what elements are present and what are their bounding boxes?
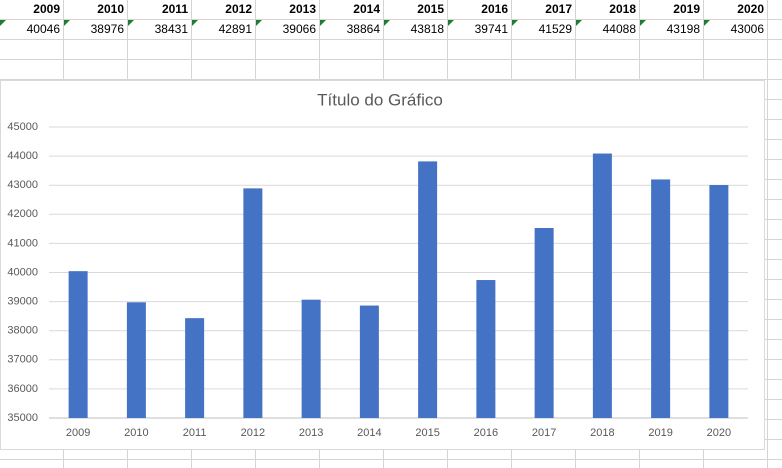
y-tick-label: 38000 (7, 325, 38, 337)
bar (651, 179, 671, 418)
error-indicator (512, 20, 518, 26)
error-indicator (704, 20, 710, 26)
value-cell: 38976 (91, 22, 125, 36)
error-indicator (448, 20, 454, 26)
header-cell: 2017 (545, 2, 572, 16)
bar (185, 318, 205, 418)
x-tick-label: 2020 (707, 427, 731, 439)
error-indicator (576, 20, 582, 26)
chart-area (0, 80, 765, 450)
value-cell: 43198 (667, 22, 701, 36)
x-tick-label: 2009 (66, 427, 90, 439)
error-indicator (640, 20, 646, 26)
error-indicator (64, 20, 70, 26)
value-cell: 38864 (347, 22, 381, 36)
error-indicator (192, 20, 198, 26)
bar (418, 161, 438, 419)
header-cell: 2010 (97, 2, 124, 16)
error-indicator (320, 20, 326, 26)
y-tick-label: 42000 (7, 208, 38, 220)
bar (359, 305, 379, 418)
value-cell: 38431 (155, 22, 189, 36)
x-tick-label: 2018 (590, 427, 614, 439)
error-indicator (384, 20, 390, 26)
header-cell: 2020 (737, 2, 764, 16)
x-tick-label: 2013 (299, 427, 323, 439)
bar (534, 228, 554, 418)
y-tick-label: 37000 (7, 354, 38, 366)
x-tick-label: 2012 (241, 427, 265, 439)
value-cell: 39066 (283, 22, 317, 36)
x-tick-label: 2019 (648, 427, 672, 439)
header-cell: 2012 (225, 2, 252, 16)
header-cell: 2016 (481, 2, 508, 16)
value-cell: 39741 (475, 22, 509, 36)
header-cell: 2013 (289, 2, 316, 16)
value-cell: 40046 (27, 22, 61, 36)
bar (126, 302, 146, 418)
value-cell: 44088 (603, 22, 637, 36)
bar (68, 271, 88, 418)
header-cell: 2019 (673, 2, 700, 16)
bar (243, 188, 263, 418)
y-tick-label: 39000 (7, 296, 38, 308)
bar (301, 299, 321, 418)
x-tick-label: 2014 (357, 427, 381, 439)
x-tick-label: 2011 (183, 427, 207, 439)
y-tick-label: 36000 (7, 383, 38, 395)
y-tick-label: 35000 (7, 412, 38, 424)
bar (592, 153, 612, 419)
y-tick-label: 40000 (7, 266, 38, 278)
error-indicator (256, 20, 262, 26)
header-cell: 2011 (162, 2, 188, 16)
y-tick-label: 45000 (7, 121, 38, 133)
value-cell: 41529 (539, 22, 573, 36)
value-cell: 42891 (219, 22, 253, 36)
y-tick-label: 41000 (7, 237, 38, 249)
x-tick-label: 2016 (474, 427, 498, 439)
header-cell: 2014 (353, 2, 380, 16)
chart-title: Título do Gráfico (317, 90, 443, 109)
header-cell: 2009 (33, 2, 60, 16)
x-tick-label: 2010 (124, 427, 148, 439)
error-indicator (0, 20, 6, 26)
value-cell: 43818 (411, 22, 445, 36)
bar (709, 185, 729, 418)
x-tick-label: 2015 (415, 427, 439, 439)
bar (476, 280, 496, 418)
y-tick-label: 44000 (7, 150, 38, 162)
value-cell: 43006 (731, 22, 765, 36)
error-indicator (128, 20, 134, 26)
header-cell: 2018 (609, 2, 636, 16)
x-tick-label: 2017 (532, 427, 556, 439)
y-tick-label: 43000 (7, 179, 38, 191)
header-cell: 2015 (417, 2, 444, 16)
